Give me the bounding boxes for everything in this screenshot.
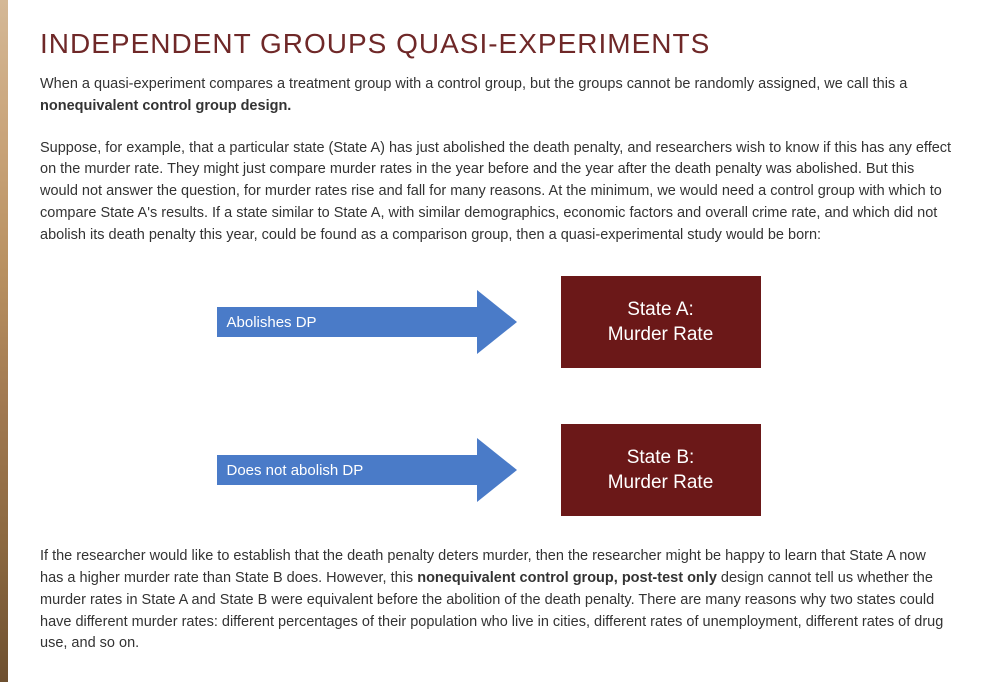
conclusion-bold-term: nonequivalent control group, post-test o… bbox=[417, 570, 717, 586]
box-line2: Murder Rate bbox=[608, 470, 714, 496]
box-state-b: State B: Murder Rate bbox=[561, 424, 761, 516]
arrow-does-not-abolish: Does not abolish DP bbox=[217, 455, 517, 485]
arrow-head-icon bbox=[477, 290, 517, 354]
page-left-edge-decoration bbox=[0, 0, 8, 682]
arrow-label: Abolishes DP bbox=[227, 314, 317, 331]
box-line1: State B: bbox=[627, 445, 695, 471]
state-comparison-diagram: Abolishes DP State A: Murder Rate Does n… bbox=[217, 276, 777, 516]
example-paragraph: Suppose, for example, that a particular … bbox=[40, 138, 953, 247]
arrow-label: Does not abolish DP bbox=[227, 462, 364, 479]
section-headline: INDEPENDENT GROUPS QUASI-EXPERIMENTS bbox=[40, 28, 953, 60]
arrow-shaft: Abolishes DP bbox=[217, 307, 483, 337]
arrow-abolishes: Abolishes DP bbox=[217, 307, 517, 337]
intro-paragraph: When a quasi-experiment compares a treat… bbox=[40, 74, 953, 118]
box-line1: State A: bbox=[627, 297, 694, 323]
arrow-shaft: Does not abolish DP bbox=[217, 455, 483, 485]
diagram-row-state-a: Abolishes DP State A: Murder Rate bbox=[217, 276, 777, 368]
intro-text-a: When a quasi-experiment compares a treat… bbox=[40, 76, 907, 92]
diagram-row-state-b: Does not abolish DP State B: Murder Rate bbox=[217, 424, 777, 516]
intro-bold-term: nonequivalent control group design. bbox=[40, 98, 291, 114]
arrow-head-icon bbox=[477, 438, 517, 502]
conclusion-paragraph: If the researcher would like to establis… bbox=[40, 546, 953, 655]
box-state-a: State A: Murder Rate bbox=[561, 276, 761, 368]
box-line2: Murder Rate bbox=[608, 322, 714, 348]
article-content: INDEPENDENT GROUPS QUASI-EXPERIMENTS Whe… bbox=[0, 0, 993, 689]
